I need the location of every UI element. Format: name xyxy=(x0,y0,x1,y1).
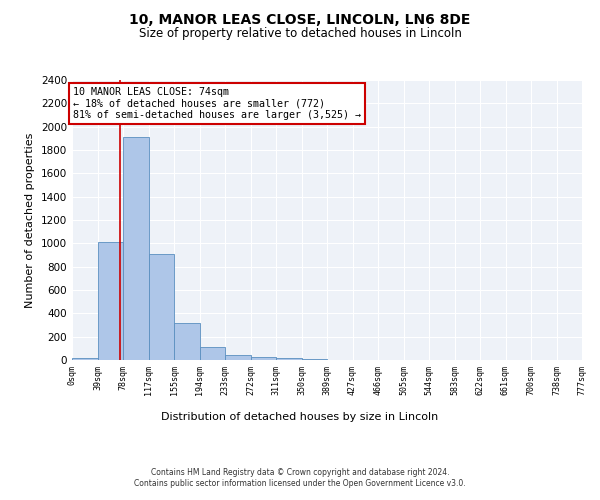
Bar xyxy=(123,137,149,360)
Text: Distribution of detached houses by size in Lincoln: Distribution of detached houses by size … xyxy=(161,412,439,422)
Bar xyxy=(225,355,251,360)
Bar xyxy=(97,242,123,360)
Y-axis label: Number of detached properties: Number of detached properties xyxy=(25,132,35,308)
Text: 10, MANOR LEAS CLOSE, LINCOLN, LN6 8DE: 10, MANOR LEAS CLOSE, LINCOLN, LN6 8DE xyxy=(130,12,470,26)
Bar xyxy=(149,254,174,360)
Text: Size of property relative to detached houses in Lincoln: Size of property relative to detached ho… xyxy=(139,28,461,40)
Bar xyxy=(251,357,276,360)
Bar xyxy=(276,358,302,360)
Bar xyxy=(302,359,327,360)
Bar xyxy=(72,358,97,360)
Text: Contains HM Land Registry data © Crown copyright and database right 2024.
Contai: Contains HM Land Registry data © Crown c… xyxy=(134,468,466,487)
Bar xyxy=(199,347,225,360)
Bar xyxy=(174,324,199,360)
Text: 10 MANOR LEAS CLOSE: 74sqm
← 18% of detached houses are smaller (772)
81% of sem: 10 MANOR LEAS CLOSE: 74sqm ← 18% of deta… xyxy=(73,87,361,120)
